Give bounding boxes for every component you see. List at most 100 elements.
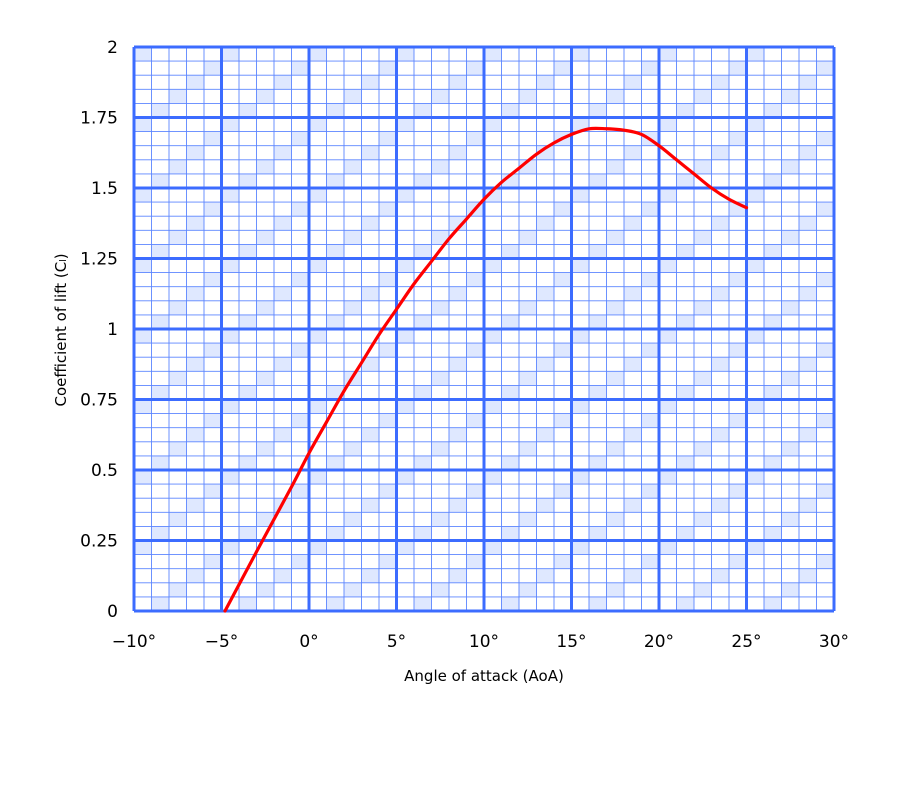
grid-shade-cell xyxy=(571,117,589,132)
grid-shade-cell xyxy=(746,329,764,344)
grid-shade-cell xyxy=(484,470,502,485)
grid-shade-cell xyxy=(186,216,204,231)
grid-shade-cell xyxy=(659,258,677,273)
grid-shade-cell xyxy=(641,413,659,428)
grid-shade-cell xyxy=(536,216,554,231)
grid-shade-cell xyxy=(799,357,817,372)
grid-shade-cell xyxy=(624,75,642,90)
grid-shade-cell xyxy=(204,554,222,569)
grid-shade-cell xyxy=(169,89,187,104)
grid-shade-cell xyxy=(676,244,694,259)
grid-shade-cell xyxy=(396,540,414,555)
grid-shade-cell xyxy=(484,47,502,62)
grid-shade-cell xyxy=(799,216,817,231)
grid-shade-cell xyxy=(291,61,309,76)
grid-shade-cell xyxy=(239,244,257,259)
grid-shade-cell xyxy=(326,596,344,611)
grid-shade-cell xyxy=(221,47,239,62)
grid-shade-cell xyxy=(134,470,152,485)
grid-shade-cell xyxy=(431,89,449,104)
grid-shade-cell xyxy=(344,159,362,174)
grid-shade-cell xyxy=(326,173,344,188)
grid-shade-cell xyxy=(484,399,502,414)
grid-shade-cell xyxy=(431,159,449,174)
grid-shade-cell xyxy=(554,554,572,569)
grid-shade-cell xyxy=(676,526,694,541)
grid-shade-cell xyxy=(239,455,257,470)
grid-shade-cell xyxy=(589,314,607,329)
grid-shade-cell xyxy=(606,582,624,597)
grid-shade-cell xyxy=(431,300,449,315)
grid-shade-cell xyxy=(764,455,782,470)
grid-shade-cell xyxy=(396,47,414,62)
grid-shade-cell xyxy=(694,582,712,597)
grid-shade-cell xyxy=(466,61,484,76)
grid-shade-cell xyxy=(204,61,222,76)
grid-shade-cell xyxy=(606,300,624,315)
grid-shade-cell xyxy=(134,117,152,132)
grid-shade-cell xyxy=(554,202,572,217)
grid-shade-cell xyxy=(431,230,449,245)
grid-shade-cell xyxy=(659,540,677,555)
grid-shade-cell xyxy=(519,300,537,315)
grid-shade-cell xyxy=(431,371,449,386)
grid-shade-cell xyxy=(694,230,712,245)
grid-shade-cell xyxy=(799,568,817,583)
grid-shade-cell xyxy=(781,89,799,104)
grid-shade-cell xyxy=(764,173,782,188)
grid-shade-cell xyxy=(781,159,799,174)
grid-shade-cell xyxy=(571,470,589,485)
grid-shade-cell xyxy=(711,357,729,372)
y-tick-label: 1.5 xyxy=(91,179,118,199)
grid-shade-cell xyxy=(449,216,467,231)
grid-shade-cell xyxy=(449,498,467,513)
grid-shade-cell xyxy=(519,582,537,597)
grid-shade-cell xyxy=(134,329,152,344)
grid-shade-cell xyxy=(414,455,432,470)
grid-shade-cell xyxy=(431,582,449,597)
grid-shade-cell xyxy=(676,596,694,611)
grid-shade-cell xyxy=(344,230,362,245)
grid-shade-cell xyxy=(676,385,694,400)
grid-shade-cell xyxy=(554,272,572,287)
grid-shade-cell xyxy=(449,286,467,301)
grid-shade-cell xyxy=(536,427,554,442)
x-tick-label: 5° xyxy=(387,632,406,652)
grid-shade-cell xyxy=(536,568,554,583)
grid-shade-cell xyxy=(326,314,344,329)
grid-shade-cell xyxy=(729,484,747,499)
grid-shade-cell xyxy=(641,202,659,217)
grid-shade-cell xyxy=(186,568,204,583)
grid-shade-cell xyxy=(134,47,152,62)
grid-shade-cell xyxy=(659,47,677,62)
grid-shade-cell xyxy=(764,103,782,118)
grid-shade-cell xyxy=(816,413,834,428)
grid-shade-cell xyxy=(256,582,274,597)
grid-shade-cell xyxy=(186,145,204,160)
grid-shade-cell xyxy=(414,314,432,329)
y-tick-label: 1 xyxy=(107,320,118,340)
grid-shade-cell xyxy=(501,596,519,611)
x-tick-label: 15° xyxy=(556,632,586,652)
grid-shade-cell xyxy=(589,385,607,400)
grid-shade-cell xyxy=(764,244,782,259)
y-tick-label: 0.75 xyxy=(80,391,118,411)
grid-shade-cell xyxy=(781,300,799,315)
y-tick-labels: 0 0.25 0.5 0.75 1 1.25 1.5 1.75 2 xyxy=(80,38,118,622)
grid-shade-cell xyxy=(379,484,397,499)
grid-shade-cell xyxy=(449,427,467,442)
grid-shade-cell xyxy=(694,89,712,104)
grid-shade-cell xyxy=(799,75,817,90)
grid-shade-cell xyxy=(764,314,782,329)
grid-shade-cell xyxy=(414,385,432,400)
grid-shade-cell xyxy=(309,540,327,555)
grid-shade-cell xyxy=(291,343,309,358)
grid-shade-cell xyxy=(134,258,152,273)
grid-shade-cell xyxy=(571,47,589,62)
grid-shade-cell xyxy=(606,441,624,456)
grid-shade-cell xyxy=(694,300,712,315)
grid-shade-cell xyxy=(414,596,432,611)
grid-shade-cell xyxy=(344,512,362,527)
grid-shade-cell xyxy=(466,343,484,358)
grid-shade-cell xyxy=(361,75,379,90)
